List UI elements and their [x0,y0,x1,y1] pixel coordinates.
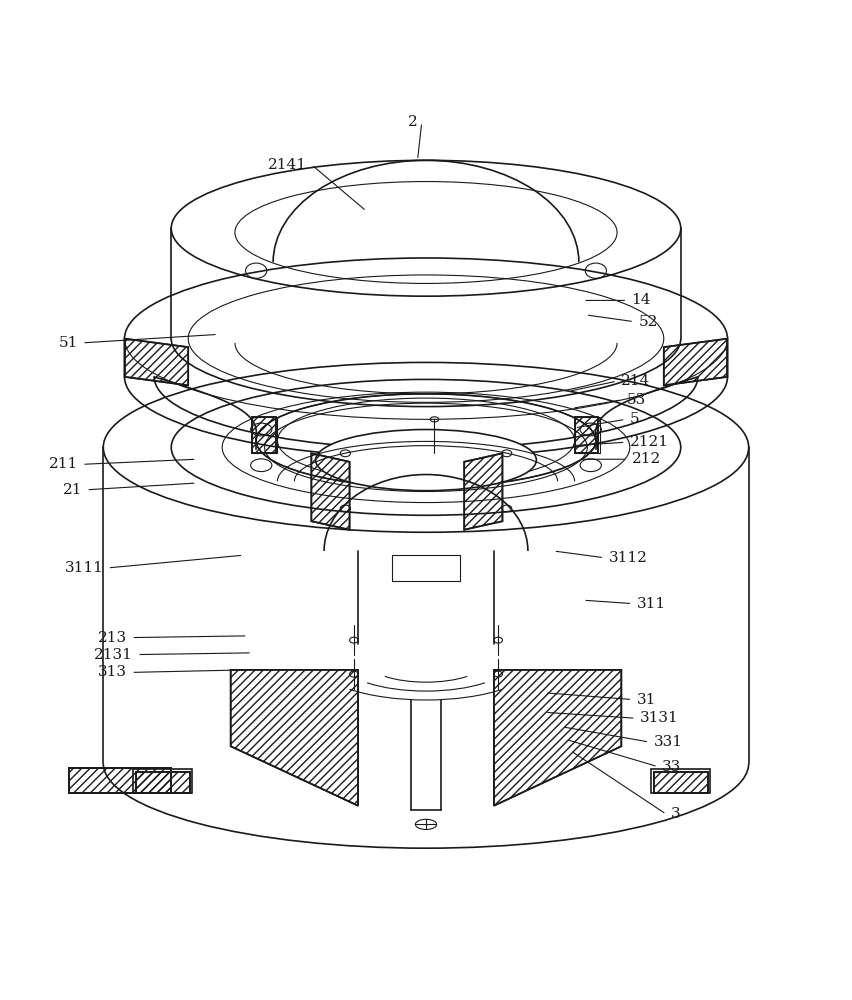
Text: 211: 211 [49,457,78,471]
Text: 2: 2 [408,115,417,129]
Bar [133,769,193,793]
Text: 21: 21 [62,483,82,497]
Text: 214: 214 [621,374,651,388]
Text: 213: 213 [98,631,127,645]
Text: 2131: 2131 [94,648,133,662]
Text: 5: 5 [630,412,640,426]
Text: 3: 3 [671,807,680,821]
Text: 51: 51 [59,336,78,350]
Text: 331: 331 [653,735,682,749]
Text: 3111: 3111 [65,561,103,575]
Bar [392,555,460,581]
Text: 3131: 3131 [640,711,679,725]
Text: 53: 53 [626,393,646,407]
Ellipse shape [315,430,537,491]
Text: 52: 52 [638,315,658,329]
Text: 3112: 3112 [608,551,648,565]
Text: 311: 311 [636,597,665,611]
Bar [252,417,278,453]
Bar [574,417,600,453]
Bar [651,769,711,793]
Text: 212: 212 [631,452,661,466]
Text: 33: 33 [662,760,682,774]
Text: 313: 313 [98,665,127,679]
Text: 31: 31 [636,693,656,707]
Text: 14: 14 [631,293,651,307]
Text: 2141: 2141 [268,158,307,172]
Text: 2121: 2121 [630,435,669,449]
